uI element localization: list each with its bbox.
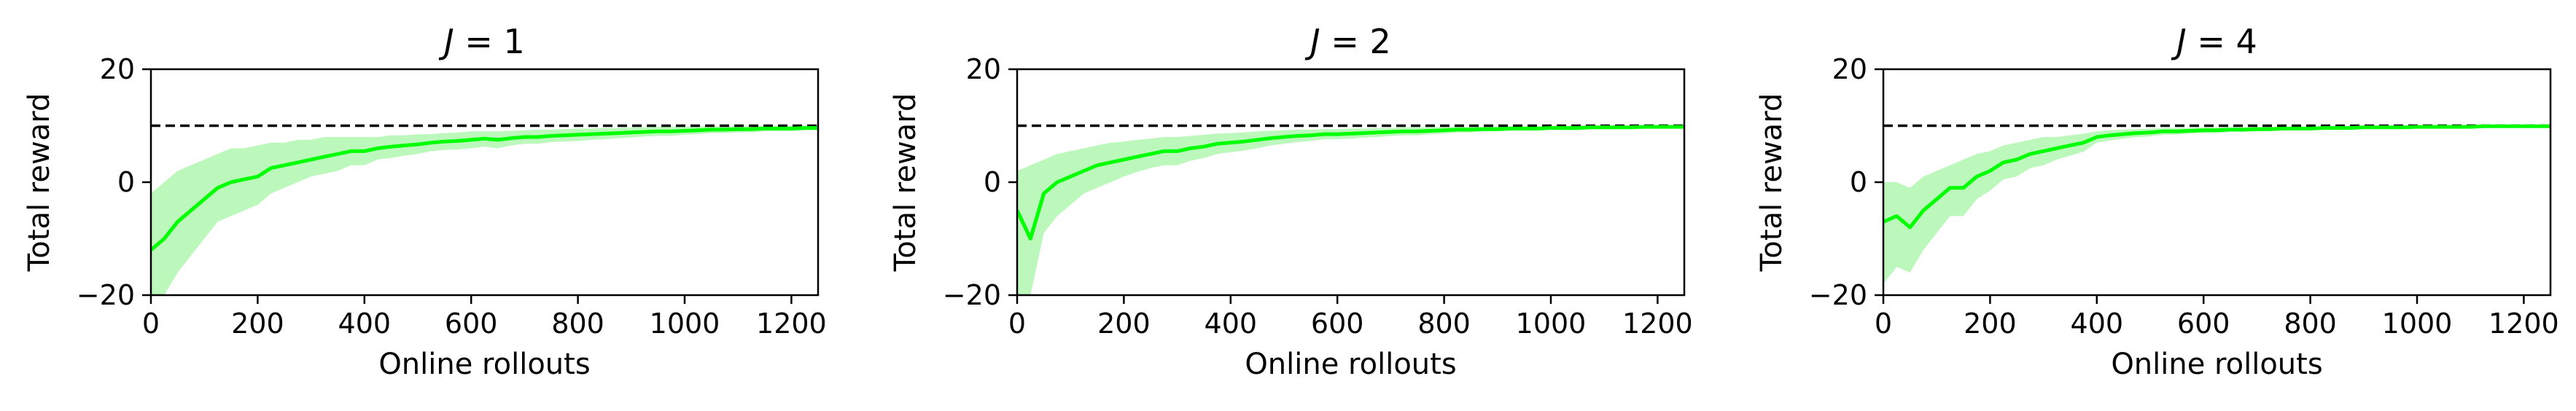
- title-variable: J: [438, 22, 454, 61]
- x-tick-label: 400: [338, 308, 392, 340]
- confidence-band: [1017, 125, 1684, 295]
- title-equals: =: [454, 22, 504, 61]
- mean-line: [1883, 124, 2550, 230]
- y-tick-label: 20: [1832, 53, 1867, 85]
- y-axis-label: Total reward: [1755, 93, 1789, 273]
- mean-line: [1017, 125, 1684, 240]
- x-axis-label: Online rollouts: [378, 348, 590, 381]
- chart-title: J = 2: [1304, 22, 1391, 61]
- x-tick-label: 1000: [2382, 308, 2453, 340]
- mean-line: [151, 126, 818, 251]
- y-axis-label: Total reward: [889, 93, 922, 273]
- chart-title: J = 4: [2171, 22, 2257, 61]
- x-tick-label: 600: [2177, 308, 2230, 340]
- x-tick-label: 0: [1875, 308, 1892, 340]
- x-tick-label: 600: [1311, 308, 1364, 340]
- y-tick-label: −20: [943, 279, 1001, 311]
- x-tick-label: 200: [1964, 308, 2017, 340]
- x-tick-label: 800: [2284, 308, 2337, 340]
- y-tick-label: 20: [100, 53, 135, 85]
- x-tick-label: 0: [142, 308, 160, 340]
- y-tick-label: 0: [117, 166, 135, 198]
- x-tick-label: 1200: [756, 308, 827, 340]
- title-equals: =: [2187, 22, 2236, 61]
- x-tick-label: 1000: [650, 308, 720, 340]
- title-value: 4: [2236, 22, 2257, 61]
- x-tick-label: 1200: [1622, 308, 1693, 340]
- y-tick-label: −20: [1809, 279, 1867, 311]
- confidence-band: [1883, 125, 2550, 284]
- y-tick-label: 20: [966, 53, 1001, 85]
- title-value: 2: [1370, 22, 1391, 61]
- title-equals: =: [1320, 22, 1370, 61]
- x-tick-label: 400: [2071, 308, 2124, 340]
- confidence-band: [151, 125, 818, 295]
- x-tick-label: 200: [231, 308, 284, 340]
- chart-title: J = 1: [438, 22, 525, 61]
- title-variable: J: [1304, 22, 1320, 61]
- title-value: 1: [504, 22, 525, 61]
- x-tick-label: 400: [1205, 308, 1258, 340]
- title-variable: J: [2171, 22, 2187, 61]
- y-axis-label: Total reward: [23, 93, 56, 273]
- axes-frame: [1016, 68, 1686, 297]
- y-tick-label: −20: [77, 279, 135, 311]
- x-tick-label: 1200: [2489, 308, 2559, 340]
- x-tick-label: 0: [1008, 308, 1026, 340]
- y-tick-label: 0: [984, 166, 1001, 198]
- x-tick-label: 1000: [1516, 308, 1587, 340]
- x-axis-label: Online rollouts: [1245, 348, 1456, 381]
- x-tick-label: 800: [551, 308, 604, 340]
- y-tick-label: 0: [1850, 166, 1867, 198]
- x-tick-label: 800: [1417, 308, 1471, 340]
- x-tick-label: 200: [1097, 308, 1151, 340]
- x-axis-label: Online rollouts: [2111, 348, 2322, 381]
- x-tick-label: 600: [445, 308, 498, 340]
